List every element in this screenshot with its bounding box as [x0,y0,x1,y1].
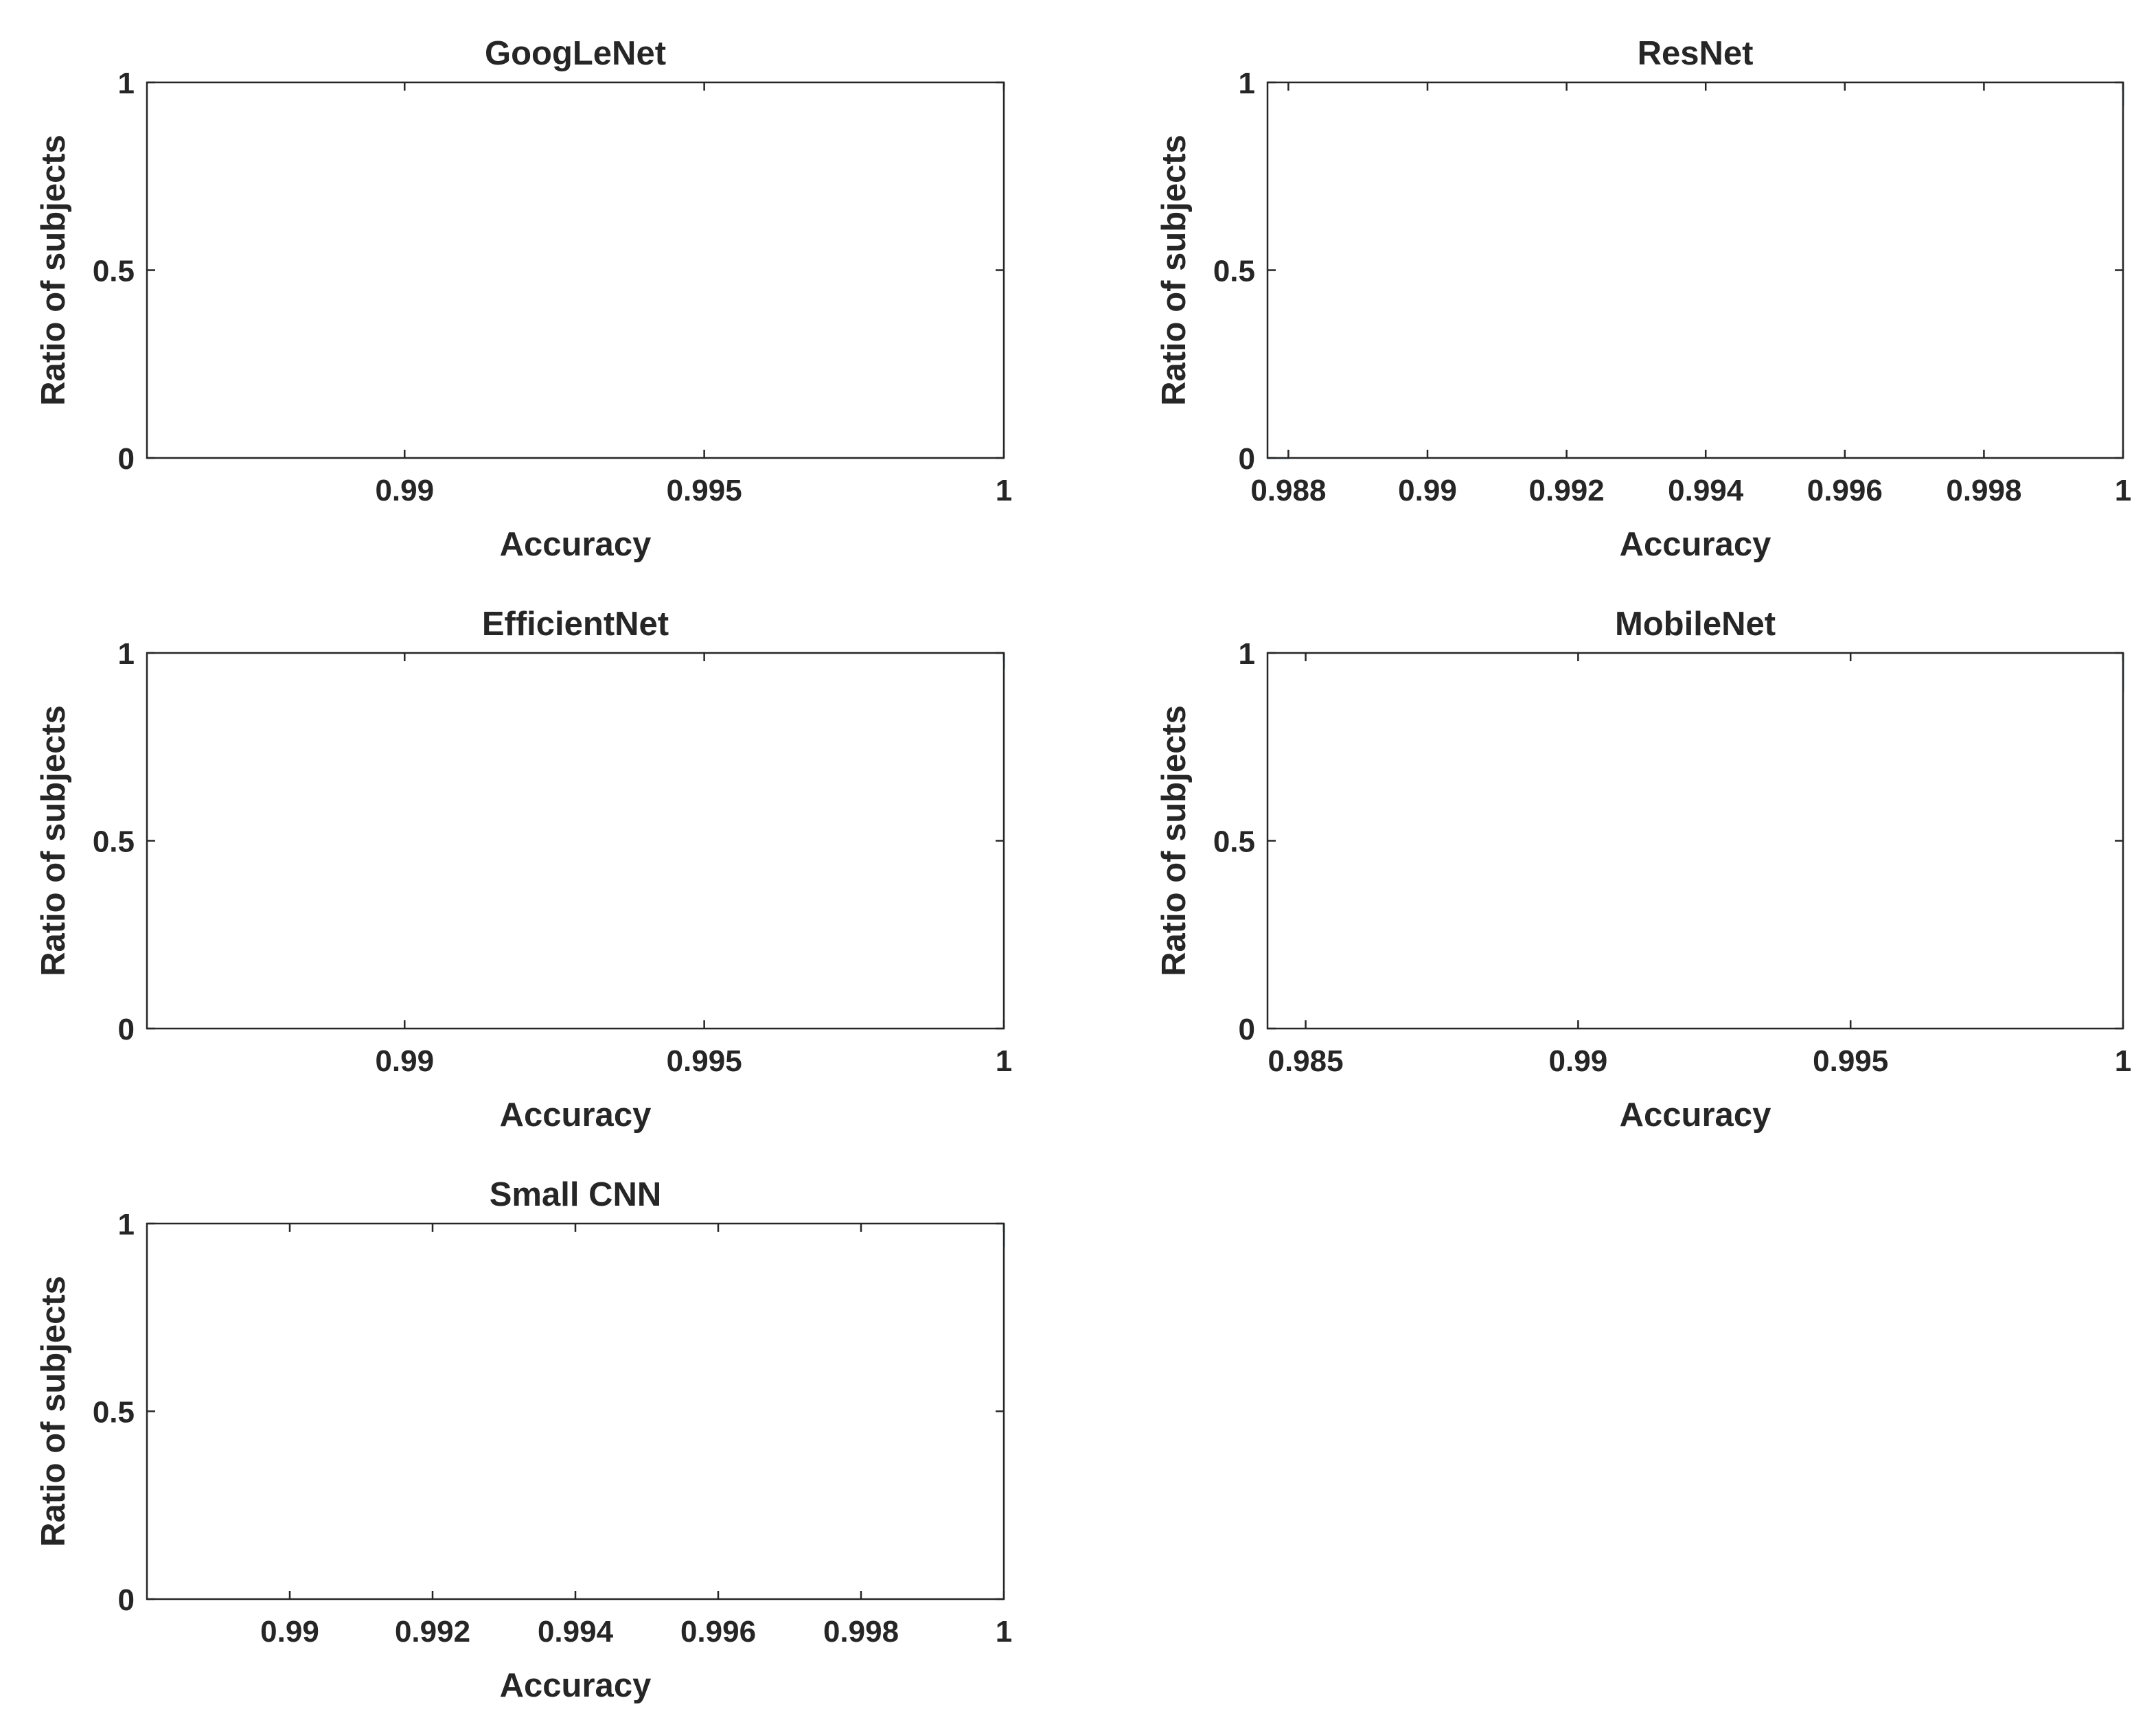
x-tick-label: 0.99 [260,1615,319,1649]
x-tick-label: 0.985 [1268,1044,1343,1078]
x-tick-label: 1 [996,474,1012,507]
y-tick-label: 1 [1239,67,1255,100]
x-tick-label: 0.992 [395,1615,470,1649]
plot-title: GoogLeNet [485,35,666,72]
x-axis-label: Accuracy [500,1097,652,1134]
x-tick-label: 0.998 [1946,474,2021,507]
y-axis-label: Ratio of subjects [35,1276,72,1547]
x-tick-label: 1 [996,1615,1012,1649]
axes-frame [146,81,1005,459]
y-axis-label: Ratio of subjects [35,705,72,976]
x-tick-label: 0.995 [1813,1044,1888,1078]
y-tick-label: 0 [118,442,135,476]
y-tick-label: 0 [118,1583,135,1617]
y-tick-label: 0.5 [93,825,135,859]
axes-frame [146,652,1005,1030]
plot-efficientnet: 0.99 0.995 1 0 0.5 1 EfficientNet Accuracy Ratio… [35,606,1012,1134]
x-tick-label: 0.992 [1529,474,1605,507]
x-axis-label: Accuracy [1620,1097,1771,1134]
axes-frame [1266,652,2124,1030]
y-tick-label: 0 [1239,442,1255,476]
y-tick-label: 0.5 [93,255,135,288]
axes-frame [1266,81,2124,459]
x-axis-label: Accuracy [500,1667,652,1704]
x-tick-label: 0.994 [1668,474,1744,507]
y-tick-label: 1 [1239,637,1255,671]
x-tick-label: 0.99 [1549,1044,1608,1078]
x-axis-label: Accuracy [500,526,652,563]
y-tick-label: 1 [118,67,135,100]
x-tick-label: 0.995 [667,474,742,507]
axes-frame [146,1222,1005,1600]
x-tick-label: 0.998 [823,1615,899,1649]
x-axis-label: Accuracy [1620,526,1771,563]
y-tick-label: 0 [1239,1013,1255,1046]
y-axis-label: Ratio of subjects [35,135,72,406]
x-tick-label: 0.995 [667,1044,742,1078]
plot-title: EfficientNet [482,606,669,643]
x-tick-label: 0.994 [538,1615,614,1649]
plot-googlenet: 0.99 0.995 1 0 0.5 1 GoogLeNet Accuracy Ratio of… [35,35,1012,563]
x-tick-label: 1 [2115,1044,2131,1078]
plot-mobilenet: 0.985 0.99 0.995 1 0 0.5 1 MobileNet Accuracy Rat… [1156,606,2131,1134]
x-tick-label: 1 [2115,474,2131,507]
x-tick-label: 0.99 [375,1044,434,1078]
x-tick-label: 0.996 [1807,474,1883,507]
x-tick-label: 0.99 [375,474,434,507]
y-tick-label: 1 [118,1208,135,1241]
y-tick-label: 0.5 [93,1396,135,1430]
plot-title: MobileNet [1615,606,1776,643]
y-tick-label: 0 [118,1013,135,1046]
plot-title: ResNet [1638,35,1754,72]
plot-title: Small CNN [490,1176,662,1213]
x-tick-label: 0.988 [1250,474,1326,507]
y-tick-label: 0.5 [1213,825,1255,859]
x-tick-label: 0.996 [680,1615,756,1649]
plot-resnet: 0.988 0.99 0.992 0.994 0.996 0.998 1 0 0.5 1 ResNe… [1156,35,2131,563]
x-tick-label: 0.99 [1398,474,1457,507]
x-tick-label: 1 [996,1044,1012,1078]
y-axis-label: Ratio of subjects [1156,705,1193,976]
plot-small-cnn: 0.99 0.992 0.994 0.996 0.998 1 0 0.5 1 Small CNN A… [35,1176,1012,1704]
y-axis-label: Ratio of subjects [1156,135,1193,406]
y-tick-label: 1 [118,637,135,671]
y-tick-label: 0.5 [1213,255,1255,288]
